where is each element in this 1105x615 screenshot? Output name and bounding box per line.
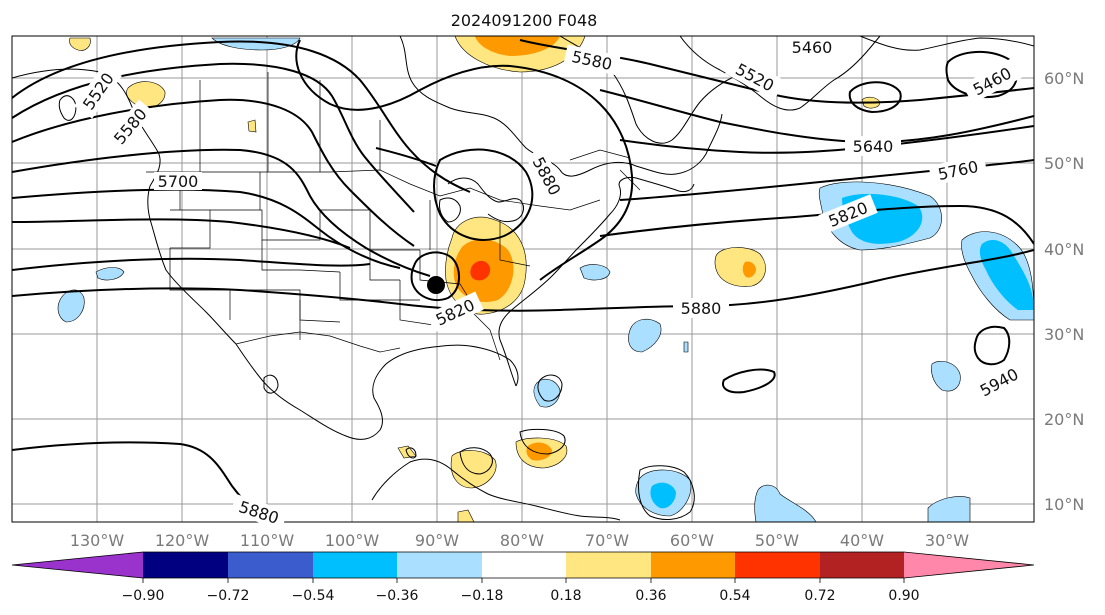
coastlines (12, 36, 1034, 521)
lat-label: 60°N (1044, 69, 1084, 88)
colorbar-segment (820, 552, 904, 578)
colorbar-extend-high (904, 552, 1034, 578)
colorbar-segment (482, 552, 566, 578)
positive-anomaly-regions (69, 36, 881, 522)
colorbar-segment (228, 552, 313, 578)
colorbar-segment (143, 552, 228, 578)
colorbar-segment (651, 552, 735, 578)
colorbar-tick-label: 0.18 (550, 588, 581, 604)
colorbar-segment (397, 552, 482, 578)
colorbar-tick-label: 0.72 (804, 588, 835, 604)
lon-label: 70°W (585, 531, 629, 550)
lon-label: 130°W (70, 531, 125, 550)
contour-label: 5940 (977, 364, 1022, 400)
lon-label: 120°W (155, 531, 210, 550)
colorbar-tick-label: −0.90 (122, 588, 165, 604)
colorbar-segment (313, 552, 397, 578)
map-panel (12, 36, 1034, 522)
contour-label: 5460 (792, 38, 833, 57)
map-title: 2024091200 F048 (451, 11, 598, 30)
colorbar-tick-label: −0.36 (376, 588, 419, 604)
colorbar-tick-label: 0.90 (888, 588, 919, 604)
contour-label: 5760 (936, 157, 980, 184)
colorbar-segment (735, 552, 820, 578)
lon-label: 30°W (925, 531, 969, 550)
colorbar-segment (566, 552, 651, 578)
lon-label: 60°W (670, 531, 714, 550)
lon-label: 50°W (755, 531, 799, 550)
lon-label: 40°W (840, 531, 884, 550)
lon-label: 100°W (325, 531, 380, 550)
lat-label: 30°N (1044, 325, 1084, 344)
lat-label: 40°N (1044, 240, 1084, 259)
contour-label: 5700 (158, 172, 199, 191)
lon-label: 90°W (415, 531, 459, 550)
colorbar-tick-label: −0.18 (461, 588, 504, 604)
longitude-labels: 130°W 120°W 110°W 100°W 90°W 80°W 70°W 6… (70, 531, 969, 550)
political-borders (146, 72, 641, 361)
latitude-labels: 60°N 50°N 40°N 30°N 20°N 10°N (1044, 69, 1084, 514)
colorbar-extend-low (12, 552, 143, 578)
colorbar-tick-label: −0.72 (207, 588, 250, 604)
contour-label: 5880 (529, 154, 565, 199)
contour-label: 5640 (853, 137, 894, 156)
colorbar-tick-label: −0.54 (292, 588, 335, 604)
lat-label: 20°N (1044, 410, 1084, 429)
map-frame (11, 35, 1035, 523)
lon-label: 80°W (500, 531, 544, 550)
contour-label: 5880 (237, 497, 282, 528)
lat-label: 10°N (1044, 495, 1084, 514)
contour-label: 5880 (681, 299, 722, 318)
colorbar-tick-label: 0.36 (635, 588, 666, 604)
lat-label: 50°N (1044, 154, 1084, 173)
storm-center-marker (427, 276, 445, 294)
lon-label: 110°W (240, 531, 295, 550)
colorbar-tick-label: 0.54 (719, 588, 750, 604)
colorbar: −0.90 −0.72 −0.54 −0.36 −0.18 0.18 0.36 … (11, 551, 1035, 604)
